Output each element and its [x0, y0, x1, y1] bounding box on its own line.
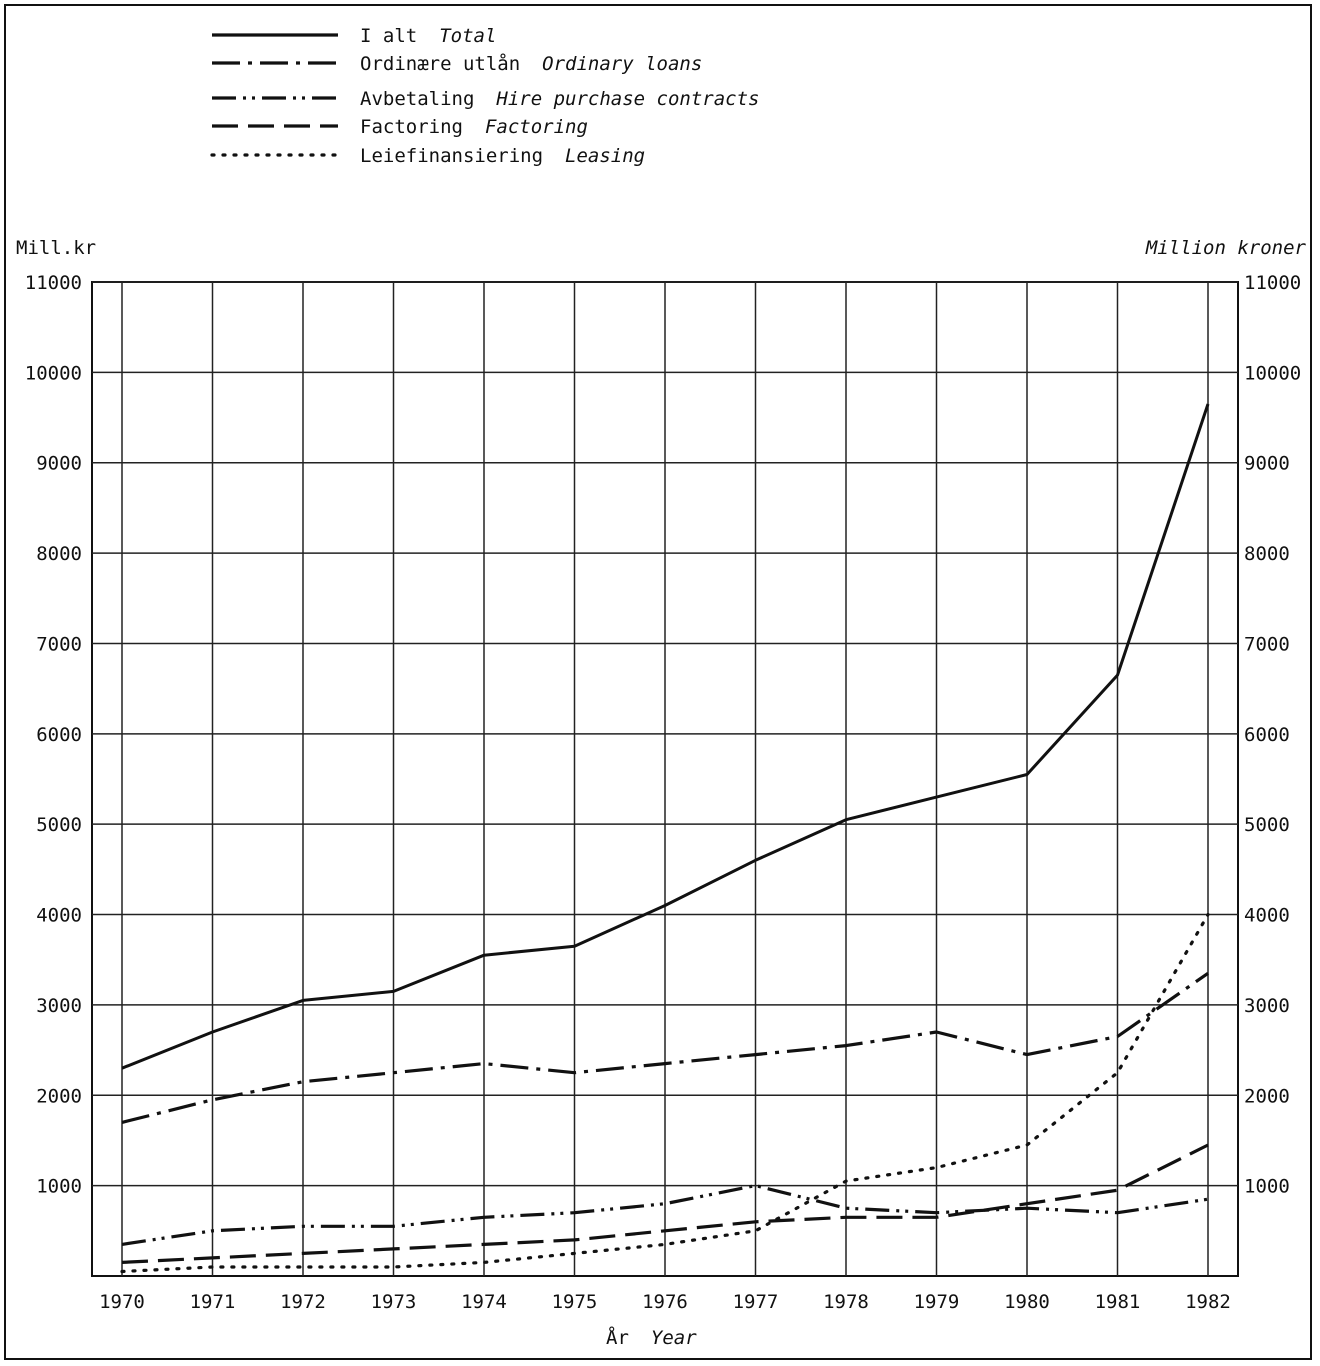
- x-tick-label: 1980: [1004, 1291, 1050, 1313]
- x-tick-label: 1973: [371, 1291, 417, 1313]
- y-tick-label-right: 8000: [1244, 543, 1290, 565]
- series-line-total: [121, 403, 1210, 1070]
- legend-label-en: Hire purchase contracts: [495, 88, 759, 110]
- legend-label-en: Factoring: [485, 116, 588, 138]
- chart-series: [120, 403, 1210, 1274]
- legend-label: Leiefinansiering Leasing: [360, 145, 645, 167]
- x-tick-label: 1975: [552, 1291, 598, 1313]
- y-axis-label-right: Million kroner: [1145, 237, 1307, 259]
- y-tick-label-right: 2000: [1244, 1085, 1290, 1107]
- y-tick-label-left: 5000: [36, 814, 82, 836]
- y-tick-label-right: 4000: [1244, 905, 1290, 927]
- series-line-hire-purchase-contracts: [121, 1183, 1209, 1246]
- y-tick-label-right: 3000: [1244, 995, 1290, 1017]
- x-tick-label: 1979: [914, 1291, 960, 1313]
- x-tick-label: 1978: [823, 1291, 869, 1313]
- x-axis-ticks: 1970 1971 1972 1973 1974 1975 1976 1977 1978 1979…: [99, 1291, 1231, 1313]
- series-line-ordinary-loans: [121, 971, 1209, 1124]
- y-tick-label-left: 11000: [25, 272, 82, 294]
- y-tick-label-right: 10000: [1244, 362, 1301, 384]
- y-tick-label-left: 9000: [36, 453, 82, 475]
- x-axis-label-en: Year: [651, 1327, 697, 1349]
- legend-label: Ordinære utlån Ordinary loans: [360, 52, 702, 75]
- legend-label: I alt Total: [360, 25, 496, 47]
- y-tick-label-right: 5000: [1244, 814, 1290, 836]
- chart-grid: [91, 281, 1239, 1277]
- y-tick-label-right: 1000: [1244, 1176, 1290, 1198]
- line-chart: I alt Total Ordinære utlån Ordinary loans Av…: [16, 25, 1307, 1349]
- x-tick-label: 1976: [642, 1291, 688, 1313]
- x-tick-label: 1974: [461, 1291, 507, 1313]
- legend-label-en: Ordinary loans: [542, 53, 702, 75]
- y-tick-label-left: 1000: [36, 1176, 82, 1198]
- y-tick-label-right: 9000: [1244, 453, 1290, 475]
- y-tick-label-left: 8000: [36, 543, 82, 565]
- y-tick-label-right: 11000: [1244, 272, 1301, 294]
- x-tick-label: 1977: [733, 1291, 779, 1313]
- x-tick-label: 1982: [1185, 1291, 1231, 1313]
- x-tick-label: 1981: [1095, 1291, 1141, 1313]
- series-line-factoring: [121, 1143, 1209, 1264]
- y-tick-label-left: 10000: [25, 362, 82, 384]
- x-axis-label: År Year: [606, 1326, 697, 1349]
- legend-label-en: Total: [439, 25, 496, 47]
- legend-label-en: Leasing: [565, 145, 645, 167]
- y-tick-label-left: 2000: [36, 1085, 82, 1107]
- y-tick-label-left: 7000: [36, 633, 82, 655]
- legend-label-no: Avbetaling: [360, 88, 474, 110]
- series-line-leasing: [120, 912, 1210, 1274]
- y-axis-label-left: Mill.kr: [16, 237, 96, 259]
- legend-label-no: Factoring: [360, 116, 463, 138]
- chart-legend: I alt Total Ordinære utlån Ordinary loans Av…: [210, 25, 760, 167]
- legend-label: Factoring Factoring: [360, 116, 588, 138]
- y-tick-label-left: 6000: [36, 724, 82, 746]
- legend-label-no: I alt: [360, 25, 417, 47]
- x-tick-label: 1971: [190, 1291, 236, 1313]
- x-tick-label: 1972: [280, 1291, 326, 1313]
- x-axis-label-no: År: [606, 1326, 629, 1349]
- y-axis-ticks: 1000 1000 2000 2000 3000 3000 4000 4000 5000 5000…: [25, 272, 1301, 1198]
- y-tick-label-left: 4000: [36, 905, 82, 927]
- y-tick-label-left: 3000: [36, 995, 82, 1017]
- legend-label: Avbetaling Hire purchase contracts: [360, 88, 760, 110]
- legend-label-no: Ordinære utlån: [360, 52, 520, 75]
- legend-label-no: Leiefinansiering: [360, 145, 543, 167]
- x-tick-label: 1970: [99, 1291, 145, 1313]
- chart-frame: I alt Total Ordinære utlån Ordinary loans Av…: [4, 4, 1312, 1360]
- y-tick-label-right: 6000: [1244, 724, 1290, 746]
- y-tick-label-right: 7000: [1244, 633, 1290, 655]
